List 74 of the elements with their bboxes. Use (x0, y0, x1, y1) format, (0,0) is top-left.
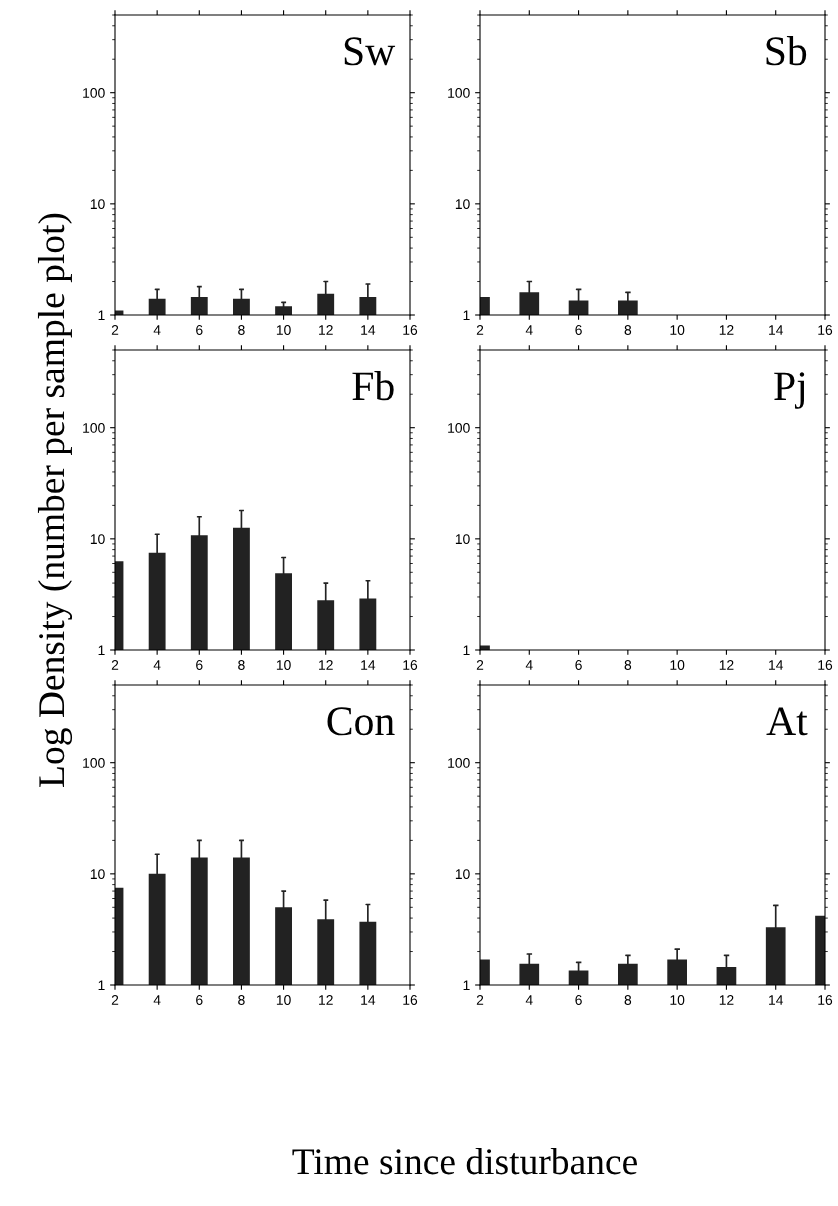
x-tick-label: 14 (361, 660, 376, 670)
x-tick-label: 4 (153, 995, 161, 1005)
x-tick-label: 10 (670, 660, 685, 670)
x-tick-label: 12 (719, 995, 734, 1005)
x-tick-label: 16 (403, 325, 418, 335)
x-tick-label: 8 (238, 325, 245, 335)
x-tick-label: 16 (403, 660, 418, 670)
x-tick-label: 4 (525, 325, 533, 335)
x-tick-label: 16 (818, 995, 833, 1005)
y-tick-label: 1 (98, 645, 105, 656)
x-tick-label: 12 (319, 325, 333, 335)
x-tick-label: 12 (719, 325, 734, 335)
y-tick-label: 100 (448, 758, 470, 768)
x-tick-label: 8 (238, 995, 245, 1005)
x-tick-label: 8 (238, 660, 245, 670)
chart-title: Sb (766, 36, 807, 66)
x-tick-label: 10 (276, 995, 291, 1005)
x-tick-label: 6 (575, 325, 582, 335)
y-tick-label: 10 (90, 534, 105, 545)
x-tick-label: 6 (196, 660, 203, 670)
x-tick-label: 12 (319, 660, 333, 670)
x-tick-label: 14 (769, 660, 784, 670)
x-tick-label: 12 (719, 660, 734, 670)
chart-title: At (766, 707, 808, 736)
x-tick-label: 8 (624, 325, 632, 335)
chart-title: Fb (352, 371, 394, 401)
x-tick-label: 4 (153, 660, 161, 670)
y-tick-label: 100 (448, 423, 470, 433)
y-tick-label: 10 (455, 534, 470, 545)
x-tick-label: 2 (111, 660, 119, 670)
y-tick-label: 1 (98, 980, 105, 991)
x-tick-label: 2 (111, 325, 119, 335)
y-tick-label: 100 (448, 88, 470, 98)
x-tick-label: 14 (361, 325, 376, 335)
x-tick-label: 12 (319, 995, 333, 1005)
y-tick-label: 1 (463, 310, 470, 321)
y-tick-label: 10 (90, 199, 105, 210)
x-tick-label: 16 (403, 995, 418, 1005)
x-tick-label: 8 (624, 660, 632, 670)
x-tick-label: 2 (111, 995, 119, 1005)
y-tick-label: 100 (83, 88, 105, 98)
x-tick-label: 10 (670, 325, 685, 335)
x-tick-label: 2 (476, 995, 484, 1005)
y-tick-label: 1 (463, 980, 470, 991)
x-tick-label: 8 (624, 995, 632, 1005)
x-tick-label: 16 (818, 660, 833, 670)
chart-title: Con (327, 707, 395, 736)
y-tick-label: 100 (83, 423, 105, 433)
x-tick-label: 2 (476, 325, 484, 335)
y-axis-title: Log Density (number per sample plot) (37, 213, 73, 787)
x-tick-label: 6 (196, 325, 203, 335)
x-tick-label: 4 (525, 995, 533, 1005)
x-tick-label: 10 (670, 995, 685, 1005)
x-tick-label: 10 (276, 325, 291, 335)
y-tick-label: 10 (455, 869, 470, 880)
x-tick-label: 6 (575, 660, 582, 670)
x-tick-label: 10 (276, 660, 291, 670)
x-tick-label: 14 (361, 995, 376, 1005)
x-tick-label: 14 (769, 995, 784, 1005)
y-tick-label: 100 (83, 758, 105, 768)
x-tick-label: 16 (818, 325, 833, 335)
chart-title: Sw (344, 37, 396, 66)
y-tick-label: 10 (90, 869, 105, 880)
x-tick-label: 2 (476, 660, 484, 670)
x-tick-label: 4 (525, 660, 533, 670)
y-tick-label: 10 (455, 199, 470, 210)
x-tick-label: 6 (575, 995, 582, 1005)
x-tick-label: 6 (196, 995, 203, 1005)
x-tick-label: 14 (769, 325, 784, 335)
y-tick-label: 1 (463, 645, 470, 656)
x-tick-label: 4 (153, 325, 161, 335)
x-axis-title: Time since disturbance (292, 1148, 637, 1175)
chart-title: Pj (774, 372, 805, 409)
y-tick-label: 1 (98, 310, 105, 321)
